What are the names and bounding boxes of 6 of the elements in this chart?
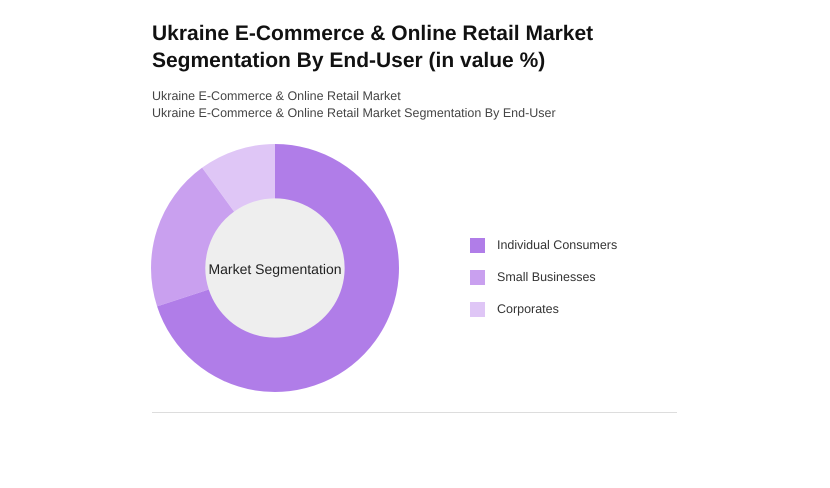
legend-label: Small Businesses [497, 270, 596, 284]
chart-title: Ukraine E-Commerce & Online Retail Market Segmentation By End-User (in value %) [152, 21, 594, 74]
legend-label: Individual Consumers [497, 238, 618, 252]
text: Market Segmentation [207, 261, 343, 277]
chart-subtitle: Ukraine E-Commerce & Online Retail Market Ukraine E-Commerce & Online Retail Market Segmentation By End-User [152, 88, 556, 122]
legend-label: Corporates [497, 302, 559, 316]
